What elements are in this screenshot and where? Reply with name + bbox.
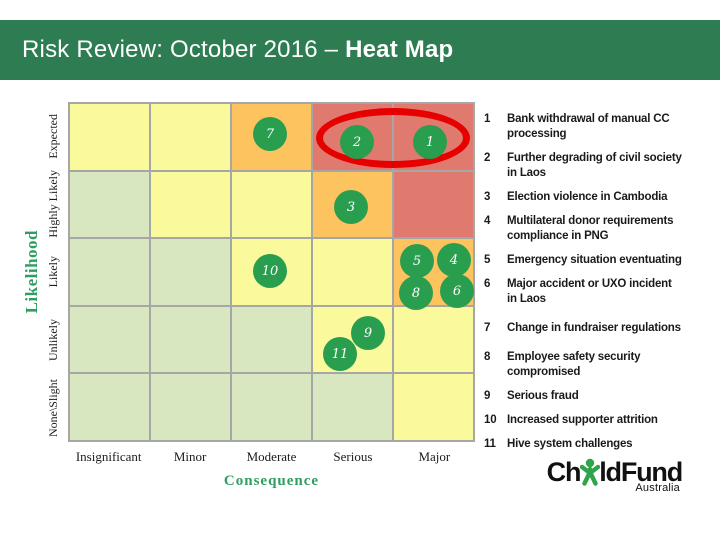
risk-list-item-9: 9 Serious fraud xyxy=(484,389,718,404)
risk-marker-11: 11 xyxy=(323,337,357,371)
y-tick-text-3: Likely xyxy=(45,256,60,288)
risk-marker-8: 8 xyxy=(399,276,433,310)
heatmap-cell-none-slight-minor xyxy=(151,374,230,440)
risk-list-label: Increased supporter attrition xyxy=(507,414,658,426)
risk-legend-list: 1 Bank withdrawal of manual CC processing… xyxy=(484,112,718,461)
risk-marker-10: 10 xyxy=(253,254,287,288)
heatmap-cell-likely-serious xyxy=(313,239,392,305)
risk-list-label: Serious fraud xyxy=(507,390,579,402)
heatmap-cell-highly-likely-major xyxy=(394,171,473,238)
heatmap-cell-unlikely-major xyxy=(394,306,473,373)
y-axis-title: Likelihood xyxy=(20,102,44,442)
risk-list-label: Bank withdrawal of manual CC processing xyxy=(507,113,670,140)
heatmap-cell-none-slight-serious xyxy=(313,374,392,440)
risk-list-label: Major accident or UXO incident in Laos xyxy=(507,278,672,305)
x-tick-2: Minor xyxy=(173,449,207,464)
heatmap: 7 2 1 3 10 5 4 8 6 9 11 xyxy=(68,102,475,442)
risk-list-label: Multilateral donor requirements complian… xyxy=(507,215,674,242)
y-tick-1: Expected xyxy=(42,102,64,170)
y-axis-title-text: Likelihood xyxy=(22,230,41,314)
risk-marker-2: 2 xyxy=(340,125,374,159)
risk-list-number: 5 xyxy=(484,254,491,266)
risk-list-item-8: 8 Employee safety security compromised xyxy=(484,350,718,380)
childfund-logo: Ch ldFund Australia xyxy=(546,457,684,494)
heatmap-cell-highly-likely-minor xyxy=(151,171,230,238)
logo-text-before: Ch xyxy=(546,457,582,487)
y-tick-5: None\Slight xyxy=(42,374,64,442)
x-tick-3: Moderate xyxy=(246,449,297,464)
logo-region-text: Australia xyxy=(635,482,680,494)
heatmap-cell-unlikely-minor xyxy=(151,306,230,373)
risk-marker-9: 9 xyxy=(351,316,385,350)
risk-list-number: 4 xyxy=(484,215,491,227)
highlight-ellipse-annotation xyxy=(316,108,470,168)
risk-list-number: 6 xyxy=(484,278,491,290)
risk-marker-3: 3 xyxy=(334,190,368,224)
risk-list-number: 11 xyxy=(484,438,496,450)
risk-list-label: Hive system challenges xyxy=(507,438,633,450)
risk-list-label: Change in fundraiser regulations xyxy=(507,322,681,334)
heatmap-cell-highly-likely-insignificant xyxy=(70,171,149,238)
risk-marker-7: 7 xyxy=(253,117,287,151)
risk-marker-1: 1 xyxy=(413,125,447,159)
heatmap-cell-expected-insignificant xyxy=(70,104,149,170)
risk-list-number: 10 xyxy=(484,414,497,426)
risk-list-number: 7 xyxy=(484,322,491,334)
risk-list-item-1: 1 Bank withdrawal of manual CC processing xyxy=(484,112,718,142)
y-axis-tick-labels: Expected Highly Likely Likely Unlikely None\… xyxy=(42,102,64,442)
risk-list-number: 8 xyxy=(484,351,491,363)
risk-list-number: 1 xyxy=(484,113,491,125)
heatmap-cell-highly-likely-moderate xyxy=(232,171,311,238)
risk-list-label: Employee safety security compromised xyxy=(507,351,641,378)
risk-list-item-4: 4 Multilateral donor requirements complia… xyxy=(484,214,718,244)
risk-list-item-6: 6 Major accident or UXO incident in Laos xyxy=(484,277,718,307)
slide-title-prefix: Risk Review: October 2016 – xyxy=(22,36,346,63)
risk-list-label: Emergency situation eventuating xyxy=(507,254,682,266)
heatmap-cell-none-slight-moderate xyxy=(232,374,311,440)
x-tick-1: Insignificant xyxy=(75,449,142,464)
heatmap-cell-unlikely-insignificant xyxy=(70,306,149,373)
y-tick-text-2: Highly Likely xyxy=(45,170,60,238)
slide-title: Risk Review: October 2016 – Heat Map xyxy=(22,36,453,63)
risk-list-number: 2 xyxy=(484,152,491,164)
risk-marker-5: 5 xyxy=(400,244,434,278)
risk-list-label: Election violence in Cambodia xyxy=(507,191,668,203)
heatmap-cell-expected-minor xyxy=(151,104,230,170)
child-figure-icon xyxy=(580,458,601,486)
childfund-logo-wordmark: Ch ldFund xyxy=(546,457,684,487)
x-tick-5: Major xyxy=(418,449,451,464)
x-axis-title: Consequence xyxy=(223,473,320,489)
risk-list-number: 9 xyxy=(484,390,491,402)
heatmap-cell-likely-minor xyxy=(151,239,230,305)
risk-list-item-5: 5 Emergency situation eventuating xyxy=(484,253,718,268)
logo-text-after: ldFund xyxy=(599,457,683,487)
y-tick-text-5: None\Slight xyxy=(45,378,60,437)
y-tick-2: Highly Likely xyxy=(42,170,64,238)
heatmap-cell-likely-insignificant xyxy=(70,239,149,305)
risk-list-item-11: 11 Hive system challenges xyxy=(484,437,718,452)
risk-list-item-10: 10 Increased supporter attrition xyxy=(484,413,718,428)
heatmap-cell-unlikely-moderate xyxy=(232,306,311,373)
risk-marker-6: 6 xyxy=(440,274,474,308)
risk-list-item-3: 3 Election violence in Cambodia xyxy=(484,190,718,205)
x-tick-4: Serious xyxy=(333,449,373,464)
risk-marker-4: 4 xyxy=(437,243,471,277)
slide-title-bar: Risk Review: October 2016 – Heat Map xyxy=(0,20,720,80)
y-tick-text-4: Unlikely xyxy=(45,319,60,361)
heatmap-cell-none-slight-insignificant xyxy=(70,374,149,440)
slide-title-emphasis: Heat Map xyxy=(345,36,454,63)
risk-list-item-2: 2 Further degrading of civil society in L… xyxy=(484,151,718,181)
y-tick-text-1: Expected xyxy=(45,113,60,159)
y-tick-3: Likely xyxy=(42,238,64,306)
risk-list-label: Further degrading of civil society in La… xyxy=(507,152,682,179)
risk-list-item-7: 7 Change in fundraiser regulations xyxy=(484,321,718,336)
heatmap-cell-none-slight-major xyxy=(394,374,473,440)
risk-list-number: 3 xyxy=(484,191,491,203)
y-tick-4: Unlikely xyxy=(42,306,64,374)
x-axis-tick-labels: Insignificant Minor Moderate Serious Major xyxy=(68,449,475,465)
